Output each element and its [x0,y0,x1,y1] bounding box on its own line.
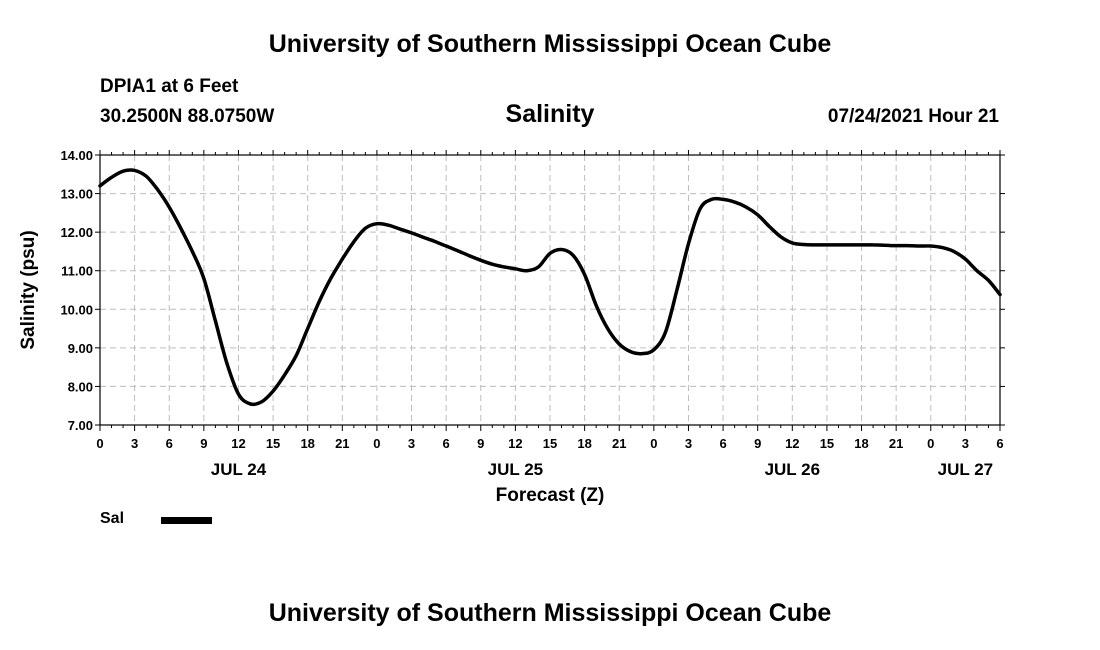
x-tick-label: 12 [231,436,245,451]
x-tick-label: 0 [650,436,657,451]
x-tick-label: 15 [266,436,280,451]
y-tick-label: 9.00 [68,341,93,356]
x-tick-label: 9 [200,436,207,451]
x-tick-label: 3 [408,436,415,451]
x-tick-label: 9 [477,436,484,451]
y-tick-label: 14.00 [60,148,93,163]
station-coordinates: 30.2500N 88.0750W [100,106,275,127]
plot-frame [99,154,1001,426]
variable-title: Salinity [505,100,595,128]
x-tick-label: 18 [300,436,314,451]
salinity-series-line [98,168,1002,407]
x-tick-label: 0 [927,436,934,451]
day-label: JUL 25 [488,460,543,479]
x-tick-label: 3 [685,436,692,451]
day-label: JUL 24 [211,460,267,479]
x-tick-label: 0 [373,436,380,451]
x-tick-label: 6 [166,436,173,451]
x-tick-label: 6 [443,436,450,451]
footer-title: University of Southern Mississippi Ocean… [268,599,832,627]
x-tick-label: 18 [577,436,591,451]
x-tick-label: 9 [754,436,761,451]
station-label: DPIA1 at 6 Feet [100,76,239,97]
y-axis-label: Salinity (psu) [18,230,39,349]
day-label: JUL 27 [938,460,993,479]
y-tick-label: 12.00 [60,225,93,240]
legend-swatch-sal [161,517,212,524]
y-tick-label: 7.00 [68,418,93,433]
x-tick-label: 6 [719,436,726,451]
chart-title: University of Southern Mississippi Ocean… [268,30,832,58]
x-tick-label: 3 [131,436,138,451]
x-tick-label: 6 [996,436,1003,451]
x-tick-label: 15 [543,436,557,451]
y-tick-label: 8.00 [68,379,93,394]
x-tick-label: 0 [96,436,103,451]
x-tick-label: 21 [612,436,626,451]
x-axis-label: Forecast (Z) [496,485,605,506]
x-tick-label: 12 [785,436,799,451]
x-tick-label: 18 [854,436,868,451]
y-tick-label: 13.00 [60,187,93,202]
y-tick-label: 11.00 [61,264,93,279]
chart-grid [100,155,1000,425]
y-tick-label: 10.00 [60,302,93,317]
x-tick-label: 3 [962,436,969,451]
x-tick-label: 21 [335,436,349,451]
x-tick-label: 21 [889,436,903,451]
x-tick-label: 12 [508,436,522,451]
x-tick-label: 15 [820,436,834,451]
forecast-datetime: 07/24/2021 Hour 21 [827,106,999,127]
day-label: JUL 26 [765,460,820,479]
legend-label-sal: Sal [100,510,125,527]
